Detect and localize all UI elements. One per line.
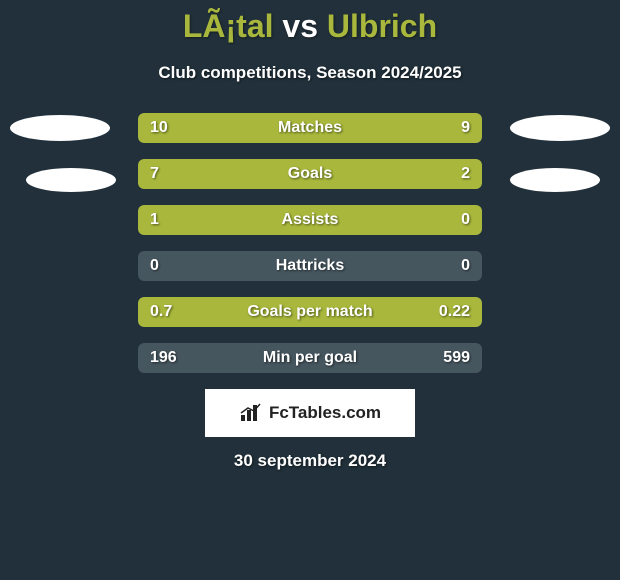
stat-row: 0.7Goals per match0.22 bbox=[138, 297, 482, 327]
source-badge[interactable]: FcTables.com bbox=[205, 389, 415, 437]
chart-icon bbox=[239, 403, 263, 423]
stat-rows: 10Matches97Goals21Assists00Hattricks00.7… bbox=[138, 113, 482, 373]
comparison-card: LÃ¡tal vs Ulbrich Club competitions, Sea… bbox=[0, 0, 620, 580]
team-logo-left-2 bbox=[26, 168, 116, 192]
stat-value-right: 2 bbox=[461, 159, 470, 189]
page-title: LÃ¡tal vs Ulbrich bbox=[0, 0, 620, 45]
stat-row: 7Goals2 bbox=[138, 159, 482, 189]
stat-row: 0Hattricks0 bbox=[138, 251, 482, 281]
stat-value-right: 9 bbox=[461, 113, 470, 143]
team-logo-left-1 bbox=[10, 115, 110, 141]
stat-value-right: 0.22 bbox=[439, 297, 470, 327]
player2-name: Ulbrich bbox=[327, 8, 437, 44]
stat-label: Goals bbox=[138, 159, 482, 189]
player1-name: LÃ¡tal bbox=[183, 8, 274, 44]
date-text: 30 september 2024 bbox=[0, 451, 620, 471]
stat-row: 196Min per goal599 bbox=[138, 343, 482, 373]
stat-row: 1Assists0 bbox=[138, 205, 482, 235]
source-badge-text: FcTables.com bbox=[269, 403, 381, 423]
vs-text: vs bbox=[282, 8, 318, 44]
team-logo-right-1 bbox=[510, 115, 610, 141]
stat-label: Goals per match bbox=[138, 297, 482, 327]
subtitle: Club competitions, Season 2024/2025 bbox=[0, 63, 620, 83]
stat-value-right: 0 bbox=[461, 251, 470, 281]
team-logo-right-2 bbox=[510, 168, 600, 192]
stat-value-right: 599 bbox=[443, 343, 470, 373]
stat-value-right: 0 bbox=[461, 205, 470, 235]
stats-area: 10Matches97Goals21Assists00Hattricks00.7… bbox=[0, 113, 620, 373]
stat-label: Min per goal bbox=[138, 343, 482, 373]
stat-label: Matches bbox=[138, 113, 482, 143]
stat-row: 10Matches9 bbox=[138, 113, 482, 143]
stat-label: Hattricks bbox=[138, 251, 482, 281]
stat-label: Assists bbox=[138, 205, 482, 235]
